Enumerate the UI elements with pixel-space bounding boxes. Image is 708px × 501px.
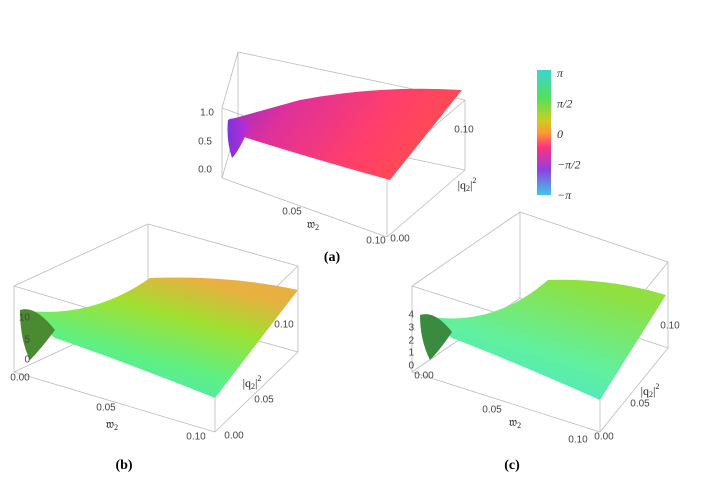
y-tick-label: 0.05 (254, 395, 274, 406)
z-tick-label: 10 (19, 313, 31, 324)
y-tick-label: 0.00 (594, 432, 614, 443)
y-axis-label: |q2|2 (641, 382, 660, 399)
x-tick-label: 0.10 (366, 236, 386, 247)
colorbar-label: π/2 (557, 96, 572, 110)
colorbar-label: −π (557, 188, 572, 202)
box-edge (221, 51, 239, 109)
label-part: 𝔴 (106, 417, 114, 431)
panel-label: (c) (504, 458, 520, 473)
surface-peak (227, 118, 250, 158)
z-tick-label: 0 (24, 355, 30, 366)
panel-label: (b) (115, 458, 132, 473)
label-part: | (653, 384, 655, 398)
box-edge (411, 211, 521, 287)
x-tick-label: 0.00 (414, 371, 434, 382)
x-axis-label: 𝔴2 (106, 417, 118, 432)
z-tick-label: 1.0 (200, 108, 214, 119)
surface (228, 88, 462, 180)
label-sup: 2 (257, 374, 261, 383)
z-tick-label: 5 (24, 335, 30, 346)
label-sub: 2 (315, 223, 319, 232)
label-sub: 2 (517, 421, 521, 430)
y-tick-label: 0.00 (224, 431, 244, 442)
label-sub: 2 (649, 390, 653, 399)
y-tick-label: 0.00 (390, 234, 410, 245)
z-tick-label: 3 (408, 323, 414, 334)
box-edge (411, 371, 601, 433)
box-edge (13, 223, 149, 287)
box-edge (386, 169, 466, 238)
label-part: | (470, 178, 472, 192)
label-part: |q (243, 376, 251, 390)
box-edge (599, 347, 669, 433)
z-tick-label: 1 (408, 348, 414, 359)
label-part: 𝔴 (307, 217, 315, 231)
label-sub: 2 (114, 423, 118, 432)
x-axis-label: 𝔴2 (509, 415, 521, 430)
label-part: |q (458, 178, 466, 192)
y-axis-label: |q2|2 (243, 374, 262, 391)
label-part: |q (641, 384, 649, 398)
y-tick-label: 0.10 (274, 320, 294, 331)
box-edge (221, 177, 388, 238)
z-tick-label: 0 (408, 361, 414, 372)
y-tick-label: 0.10 (454, 125, 474, 136)
box-edge (147, 223, 299, 267)
label-sup: 2 (655, 382, 659, 391)
x-tick-label: 0.05 (482, 405, 502, 416)
z-tick-label: 0.0 (198, 165, 212, 176)
x-tick-label: 0.10 (568, 435, 588, 446)
label-sub: 2 (251, 382, 255, 391)
panel-label: (a) (324, 250, 341, 265)
y-axis-label: |q2|2 (458, 176, 477, 193)
box-edge (13, 371, 216, 433)
box-edge (214, 351, 299, 433)
x-axis-label: 𝔴2 (307, 217, 319, 232)
x-tick-label: 0.05 (96, 403, 116, 414)
surface-peak (420, 314, 452, 360)
surface-peak (20, 309, 55, 360)
colorbar-label: 0 (557, 127, 563, 141)
x-tick-label: 0.10 (186, 432, 206, 443)
colorbar-label: −π/2 (557, 157, 580, 171)
colorbar (537, 70, 551, 195)
z-tick-label: 4 (408, 310, 414, 321)
z-tick-label: 0.5 (198, 137, 212, 148)
y-tick-label: 0.05 (630, 399, 650, 410)
z-tick-label: 2 (408, 336, 414, 347)
label-part: | (255, 376, 257, 390)
colorbar-label: π (557, 66, 564, 80)
y-tick-label: 0.10 (660, 321, 680, 332)
label-part: 𝔴 (509, 415, 517, 429)
surface (20, 277, 298, 398)
x-tick-label: 0.00 (10, 373, 30, 384)
x-tick-label: 0.05 (282, 207, 302, 218)
box-edge (519, 211, 669, 263)
surface (420, 279, 666, 400)
label-sup: 2 (472, 176, 476, 185)
label-sub: 2 (466, 184, 470, 193)
